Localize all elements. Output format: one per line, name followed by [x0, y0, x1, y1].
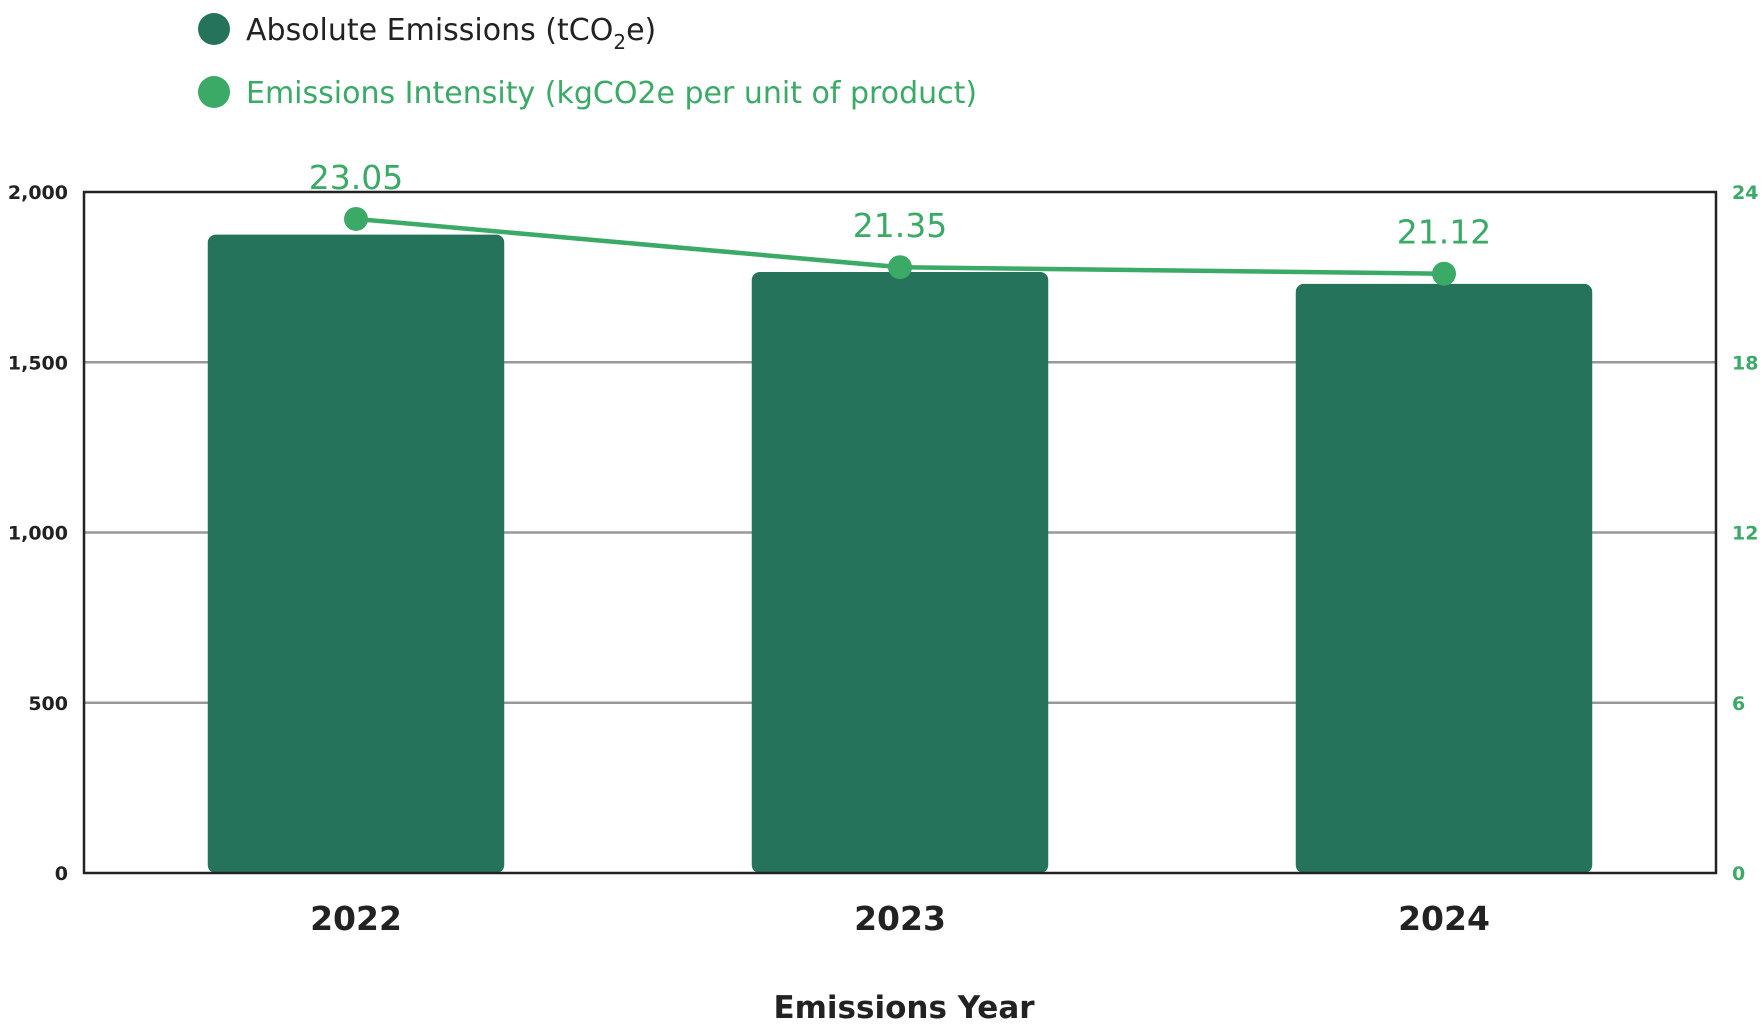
right-axis-tick-label: 18 [1732, 352, 1758, 374]
category-labels: 2022 2023 2024 [310, 899, 1490, 938]
intensity-point [344, 206, 368, 231]
legend-label-absolute-emissions: Absolute Emissions (tCO2e) [246, 13, 656, 54]
right-axis-ticks: 0 6 12 18 24 [1732, 182, 1758, 885]
legend: Absolute Emissions (tCO2e) Emissions Int… [198, 13, 977, 111]
left-axis-tick-label: 1,000 [8, 523, 68, 545]
legend-marker-emissions-intensity [198, 76, 230, 108]
right-axis-tick-label: 12 [1732, 523, 1758, 545]
bars [207, 234, 1593, 874]
bar [207, 234, 505, 873]
plot-border [82, 190, 1718, 875]
intensity-line: 23.05 21.35 21.12 [309, 158, 1491, 286]
left-axis-tick-label: 0 [55, 863, 68, 885]
left-axis-tick-label: 500 [28, 693, 68, 715]
legend-item-absolute-emissions[interactable]: Absolute Emissions (tCO2e) [198, 13, 656, 54]
category-label: 2023 [854, 899, 946, 938]
bar [751, 272, 1049, 874]
left-axis-tick-label: 2,000 [8, 182, 68, 204]
plot-frame [82, 190, 1718, 875]
intensity-data-label: 23.05 [309, 158, 403, 197]
intensity-point [888, 255, 912, 280]
right-axis-tick-label: 0 [1732, 863, 1745, 885]
right-axis-tick-label: 24 [1732, 182, 1758, 204]
category-label: 2022 [310, 899, 402, 938]
left-axis-ticks: 0 500 1,000 1,500 2,000 [8, 182, 68, 885]
intensity-point [1432, 261, 1456, 286]
intensity-data-label: 21.35 [853, 206, 947, 245]
left-axis-tick-label: 1,500 [8, 352, 68, 374]
bar [1295, 283, 1593, 873]
right-axis-tick-label: 6 [1732, 693, 1745, 715]
category-label: 2024 [1398, 899, 1490, 938]
legend-marker-absolute-emissions [198, 13, 230, 45]
legend-item-emissions-intensity[interactable]: Emissions Intensity (kgCO2e per unit of … [198, 76, 977, 111]
x-axis-title: Emissions Year [773, 990, 1035, 1026]
intensity-data-label: 21.12 [1397, 213, 1491, 252]
legend-label-emissions-intensity: Emissions Intensity (kgCO2e per unit of … [246, 76, 977, 111]
